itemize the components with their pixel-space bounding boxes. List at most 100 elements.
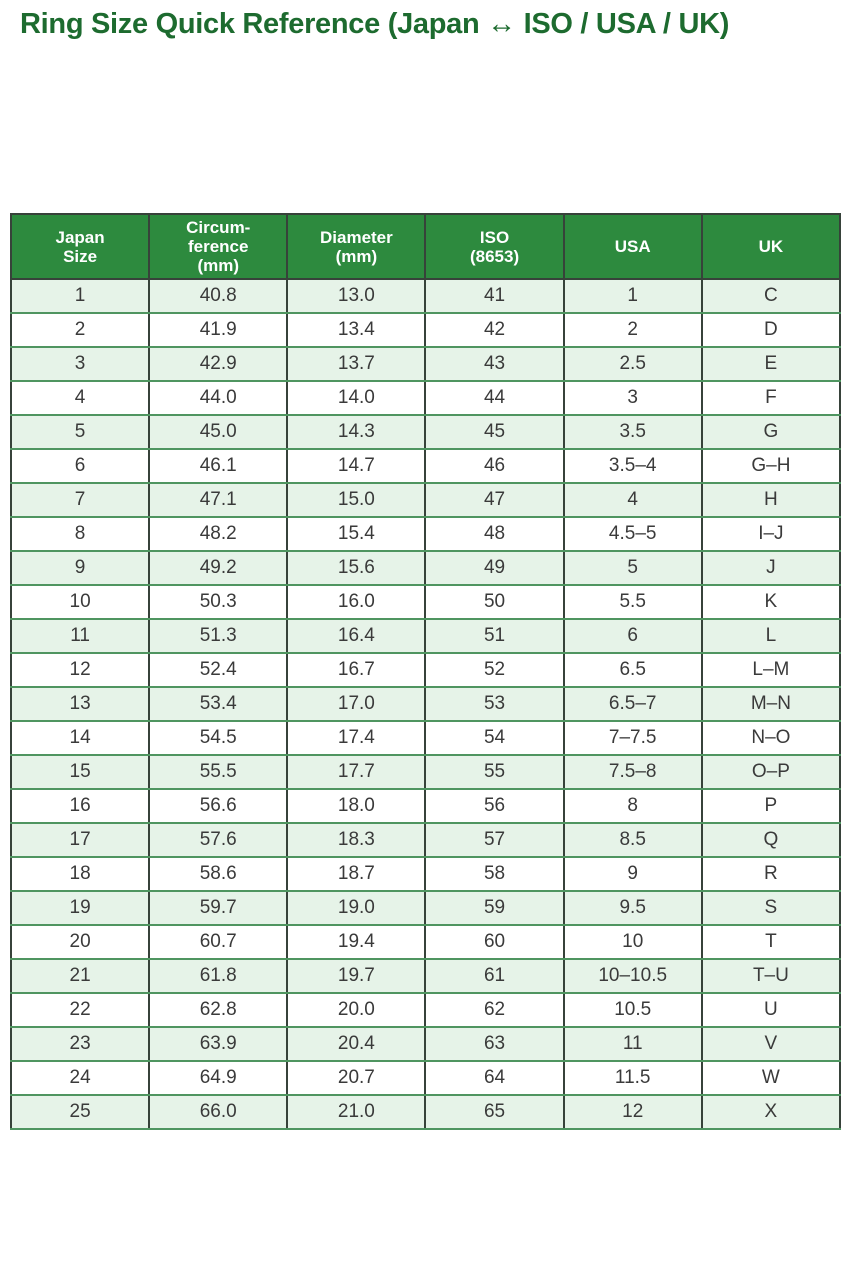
table-cell: 11: [562, 1026, 703, 1063]
table-cell: 56: [424, 788, 565, 825]
page-title: Ring Size Quick Reference (Japan ↔ ISO /…: [20, 8, 730, 40]
table-cell: 5.5: [562, 584, 703, 621]
table-cell: 10: [562, 924, 703, 961]
table-cell: 61: [424, 958, 565, 995]
table-cell: 57: [424, 822, 565, 859]
table-row: 21 61.8 19.7 61 10–10.5 T–U: [9, 958, 842, 995]
table-cell: L: [700, 618, 842, 655]
table-cell: 13.7: [286, 346, 427, 383]
column-header-japan-size: Japan Size: [9, 213, 151, 281]
table-cell: 60.7: [148, 924, 289, 961]
table-cell: 3: [9, 346, 151, 383]
table-row: 10 50.3 16.0 50 5.5 K: [9, 584, 842, 621]
table-cell: J: [700, 550, 842, 587]
table-cell: 48: [424, 516, 565, 553]
column-header-iso-8653: ISO (8653): [424, 213, 565, 281]
table-row: 11 51.3 16.4 51 6 L: [9, 618, 842, 655]
table-cell: 18: [9, 856, 151, 893]
table-row: 24 64.9 20.7 64 11.5 W: [9, 1060, 842, 1097]
table-cell: 7: [9, 482, 151, 519]
table-cell: 8: [9, 516, 151, 553]
table-cell: 2.5: [562, 346, 703, 383]
table-cell: 42: [424, 312, 565, 349]
table-cell: 47: [424, 482, 565, 519]
table-cell: 18.3: [286, 822, 427, 859]
table-header-row: Japan Size Circum- ference (mm) Diameter (…: [9, 213, 842, 281]
table-cell: 20: [9, 924, 151, 961]
table-cell: 16.7: [286, 652, 427, 689]
table-cell: 23: [9, 1026, 151, 1063]
table-cell: 15.4: [286, 516, 427, 553]
table-cell: 7–7.5: [562, 720, 703, 757]
table-cell: 65: [424, 1094, 565, 1131]
table-cell: K: [700, 584, 842, 621]
table-cell: 16.0: [286, 584, 427, 621]
table-cell: 18.0: [286, 788, 427, 825]
table-cell: 24: [9, 1060, 151, 1097]
table-cell: 17.4: [286, 720, 427, 757]
table-cell: 6.5–7: [562, 686, 703, 723]
table-cell: 42.9: [148, 346, 289, 383]
table-cell: 40.8: [148, 278, 289, 315]
table-row: 23 63.9 20.4 63 11 V: [9, 1026, 842, 1063]
table-cell: T–U: [700, 958, 842, 995]
table-row: 13 53.4 17.0 53 6.5–7 M–N: [9, 686, 842, 723]
ring-size-table: Japan Size Circum- ference (mm) Diameter (…: [9, 213, 842, 1131]
table-cell: 3.5: [562, 414, 703, 451]
table-cell: 5: [9, 414, 151, 451]
table-cell: 50.3: [148, 584, 289, 621]
table-cell: M–N: [700, 686, 842, 723]
table-cell: 18.7: [286, 856, 427, 893]
table-cell: 59.7: [148, 890, 289, 927]
table-row: 18 58.6 18.7 58 9 R: [9, 856, 842, 893]
table-cell: 63.9: [148, 1026, 289, 1063]
table-cell: 2: [562, 312, 703, 349]
table-cell: 14.0: [286, 380, 427, 417]
table-cell: 9.5: [562, 890, 703, 927]
column-header-usa: USA: [562, 213, 703, 281]
table-cell: L–M: [700, 652, 842, 689]
table-cell: 12: [562, 1094, 703, 1131]
table-cell: 45: [424, 414, 565, 451]
table-cell: 20.4: [286, 1026, 427, 1063]
table-cell: 49: [424, 550, 565, 587]
table-cell: 4.5–5: [562, 516, 703, 553]
table-cell: F: [700, 380, 842, 417]
table-cell: R: [700, 856, 842, 893]
table-cell: 15: [9, 754, 151, 791]
table-cell: 51.3: [148, 618, 289, 655]
column-header-uk: UK: [700, 213, 842, 281]
table-row: 2 41.9 13.4 42 2 D: [9, 312, 842, 349]
table-cell: 62.8: [148, 992, 289, 1029]
table-cell: 16: [9, 788, 151, 825]
table-cell: 49.2: [148, 550, 289, 587]
table-cell: 19.0: [286, 890, 427, 927]
table-cell: 57.6: [148, 822, 289, 859]
table-cell: 64: [424, 1060, 565, 1097]
table-cell: 14.3: [286, 414, 427, 451]
table-cell: 2: [9, 312, 151, 349]
table-row: 9 49.2 15.6 49 5 J: [9, 550, 842, 587]
table-cell: 56.6: [148, 788, 289, 825]
table-cell: 59: [424, 890, 565, 927]
table-cell: P: [700, 788, 842, 825]
table-cell: 66.0: [148, 1094, 289, 1131]
table-cell: W: [700, 1060, 842, 1097]
table-cell: 63: [424, 1026, 565, 1063]
table-cell: U: [700, 992, 842, 1029]
table-row: 20 60.7 19.4 60 10 T: [9, 924, 842, 961]
table-cell: 8: [562, 788, 703, 825]
table-cell: I–J: [700, 516, 842, 553]
table-cell: 53.4: [148, 686, 289, 723]
table-cell: 41.9: [148, 312, 289, 349]
table-cell: 47.1: [148, 482, 289, 519]
table-cell: H: [700, 482, 842, 519]
page: Ring Size Quick Reference (Japan ↔ ISO /…: [0, 8, 851, 1280]
table-cell: 6: [9, 448, 151, 485]
table-cell: 7.5–8: [562, 754, 703, 791]
table-cell: 61.8: [148, 958, 289, 995]
table-row: 16 56.6 18.0 56 8 P: [9, 788, 842, 825]
table-cell: 20.7: [286, 1060, 427, 1097]
table-cell: 6: [562, 618, 703, 655]
table-cell: 64.9: [148, 1060, 289, 1097]
